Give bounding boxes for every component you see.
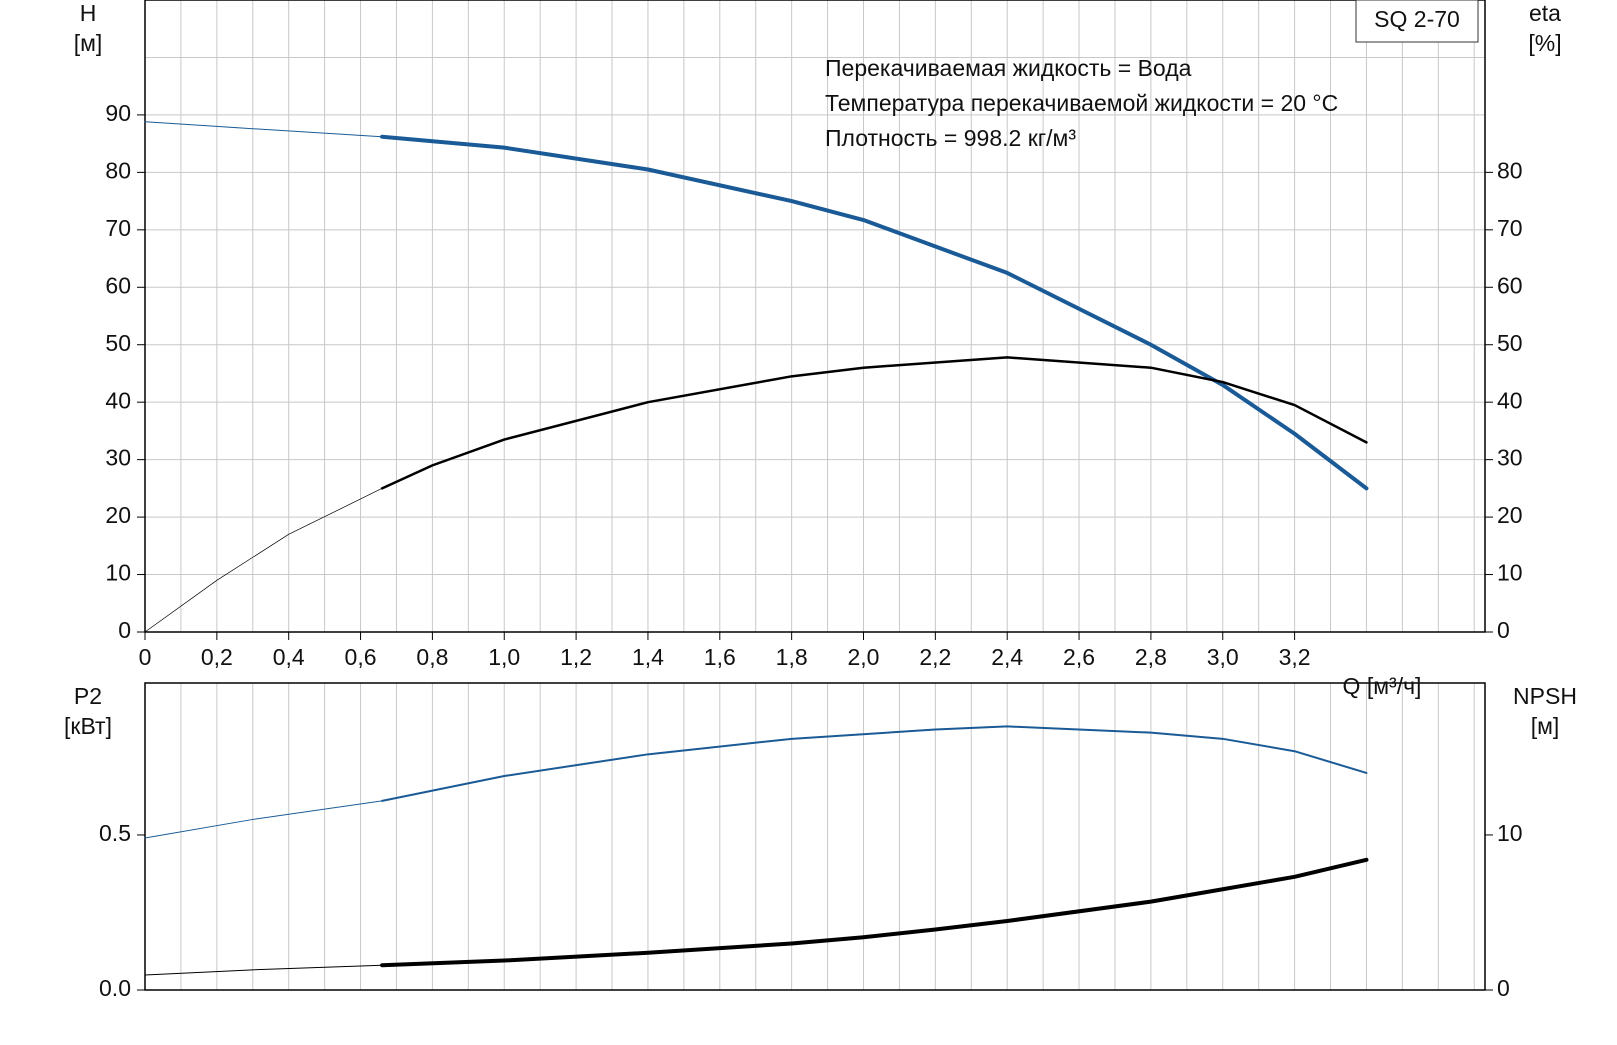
y2-tick-label: 60 <box>1497 272 1523 298</box>
y2-axis-label: eta <box>1529 0 1561 26</box>
y-tick-label: 60 <box>105 272 131 298</box>
x-tick-label: 2,0 <box>848 644 880 670</box>
x-tick-label: 0,8 <box>416 644 448 670</box>
y2-axis-label: [%] <box>1528 30 1561 56</box>
x-tick-label: 1,0 <box>488 644 520 670</box>
y-tick-label: 70 <box>105 215 131 241</box>
title-box <box>1355 0 1479 43</box>
y-tick-label: 50 <box>105 330 131 356</box>
chart-title: SQ 2-70 <box>1374 6 1460 32</box>
y2-tick-label: 40 <box>1497 387 1523 413</box>
y-tick-label: 90 <box>105 100 131 126</box>
y-tick-label: 30 <box>105 445 131 471</box>
x-tick-label: 1,8 <box>776 644 808 670</box>
x-tick-label: 0 <box>139 644 152 670</box>
y-tick-label: 20 <box>105 502 131 528</box>
x-tick-label: 1,2 <box>560 644 592 670</box>
y2-tick-label: 30 <box>1497 445 1523 471</box>
y-tick-label: 80 <box>105 157 131 183</box>
plot-layer: 0 0,2 0,4 0,6 0,8 1,0 1,2 1,4 1,6 1,8 2,0 2,2 2,4 2,6… <box>64 0 1577 1001</box>
plot-frame <box>144 0 1486 633</box>
annotation: Перекачиваемая жидкость = Вода <box>825 55 1192 81</box>
y-tick-label: 0 <box>118 617 131 643</box>
x-tick-label: 0,4 <box>273 644 305 670</box>
annotation: Температура перекачиваемой жидкости = 20… <box>825 90 1338 116</box>
curve <box>144 800 383 839</box>
y-axis-label: H <box>80 0 97 26</box>
curve <box>144 121 383 138</box>
y2-axis-label: NPSH <box>1513 683 1577 709</box>
y-tick-label: 0.0 <box>99 975 131 1001</box>
curve <box>380 857 1369 968</box>
y2-tick-label: 10 <box>1497 560 1523 586</box>
y2-tick-label: 80 <box>1497 157 1523 183</box>
x-tick-label: 0,2 <box>201 644 233 670</box>
y2-tick-label: 0 <box>1497 617 1510 643</box>
x-tick-label: 3,2 <box>1279 644 1311 670</box>
x-axis-label: Q [м³/ч] <box>1343 673 1422 699</box>
y-tick-label: 40 <box>105 387 131 413</box>
x-tick-label: 2,2 <box>919 644 951 670</box>
curve <box>144 488 383 633</box>
x-tick-label: 2,6 <box>1063 644 1095 670</box>
y2-tick-label: 20 <box>1497 502 1523 528</box>
y-tick-label: 0.5 <box>99 820 131 846</box>
curve <box>380 134 1369 491</box>
y2-axis-label: [м] <box>1531 713 1560 739</box>
y-axis-label: [м] <box>74 30 103 56</box>
y-axis-label: [кВт] <box>64 713 112 739</box>
x-tick-label: 0,6 <box>345 644 377 670</box>
x-tick-label: 1,4 <box>632 644 664 670</box>
x-tick-label: 2,4 <box>991 644 1023 670</box>
y-axis-label: P2 <box>74 683 102 709</box>
x-tick-label: 2,8 <box>1135 644 1167 670</box>
x-tick-label: 1,6 <box>704 644 736 670</box>
y2-tick-label: 70 <box>1497 215 1523 241</box>
curve <box>381 725 1368 802</box>
curve <box>144 964 383 976</box>
y2-tick-label: 10 <box>1497 820 1523 846</box>
y-tick-label: 10 <box>105 560 131 586</box>
plot-frame <box>144 682 1486 991</box>
x-tick-label: 3,0 <box>1207 644 1239 670</box>
annotation: Плотность = 998.2 кг/м³ <box>825 125 1076 151</box>
curve <box>380 356 1368 490</box>
y2-tick-label: 0 <box>1497 975 1510 1001</box>
y2-tick-label: 50 <box>1497 330 1523 356</box>
